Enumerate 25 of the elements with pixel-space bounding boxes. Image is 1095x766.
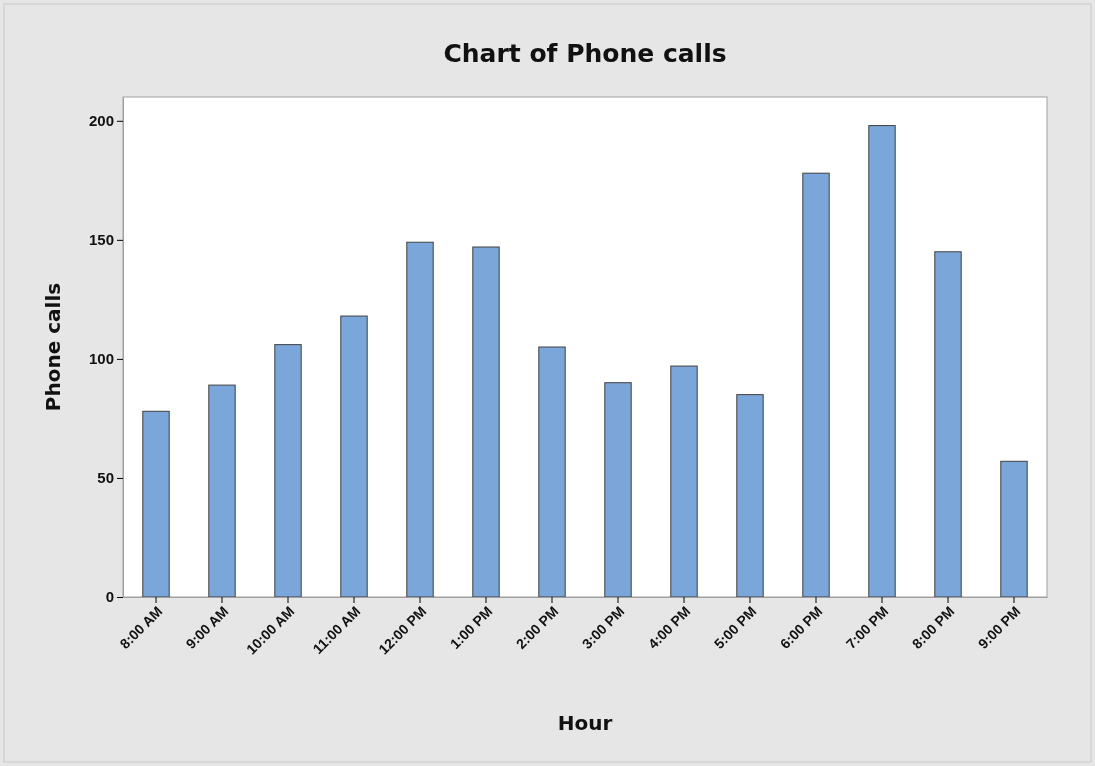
x-tick-label: 6:00 PM — [776, 603, 826, 652]
bar — [868, 125, 896, 598]
bar — [208, 384, 236, 598]
bar — [1000, 460, 1028, 598]
bar — [406, 241, 434, 598]
x-axis-title: Hour — [557, 711, 613, 735]
y-tick-label: 50 — [97, 469, 114, 487]
bar — [604, 382, 632, 598]
bar — [340, 315, 368, 598]
bar — [538, 346, 566, 598]
bar — [670, 365, 698, 598]
y-axis-title: Phone calls — [41, 282, 65, 412]
y-tick-label: 0 — [105, 588, 114, 606]
bar — [934, 251, 962, 598]
x-tick-label: 7:00 PM — [842, 603, 892, 652]
y-tick-label: 200 — [88, 112, 114, 130]
y-tick-label: 100 — [88, 350, 114, 368]
y-tick-label: 150 — [88, 231, 114, 249]
bar — [802, 172, 830, 598]
bar — [472, 246, 500, 598]
bar — [736, 394, 764, 598]
bar — [142, 410, 170, 598]
bar — [274, 344, 302, 598]
chart-title: Chart of Phone calls — [443, 39, 727, 68]
x-tick-label: 4:00 PM — [644, 603, 694, 652]
